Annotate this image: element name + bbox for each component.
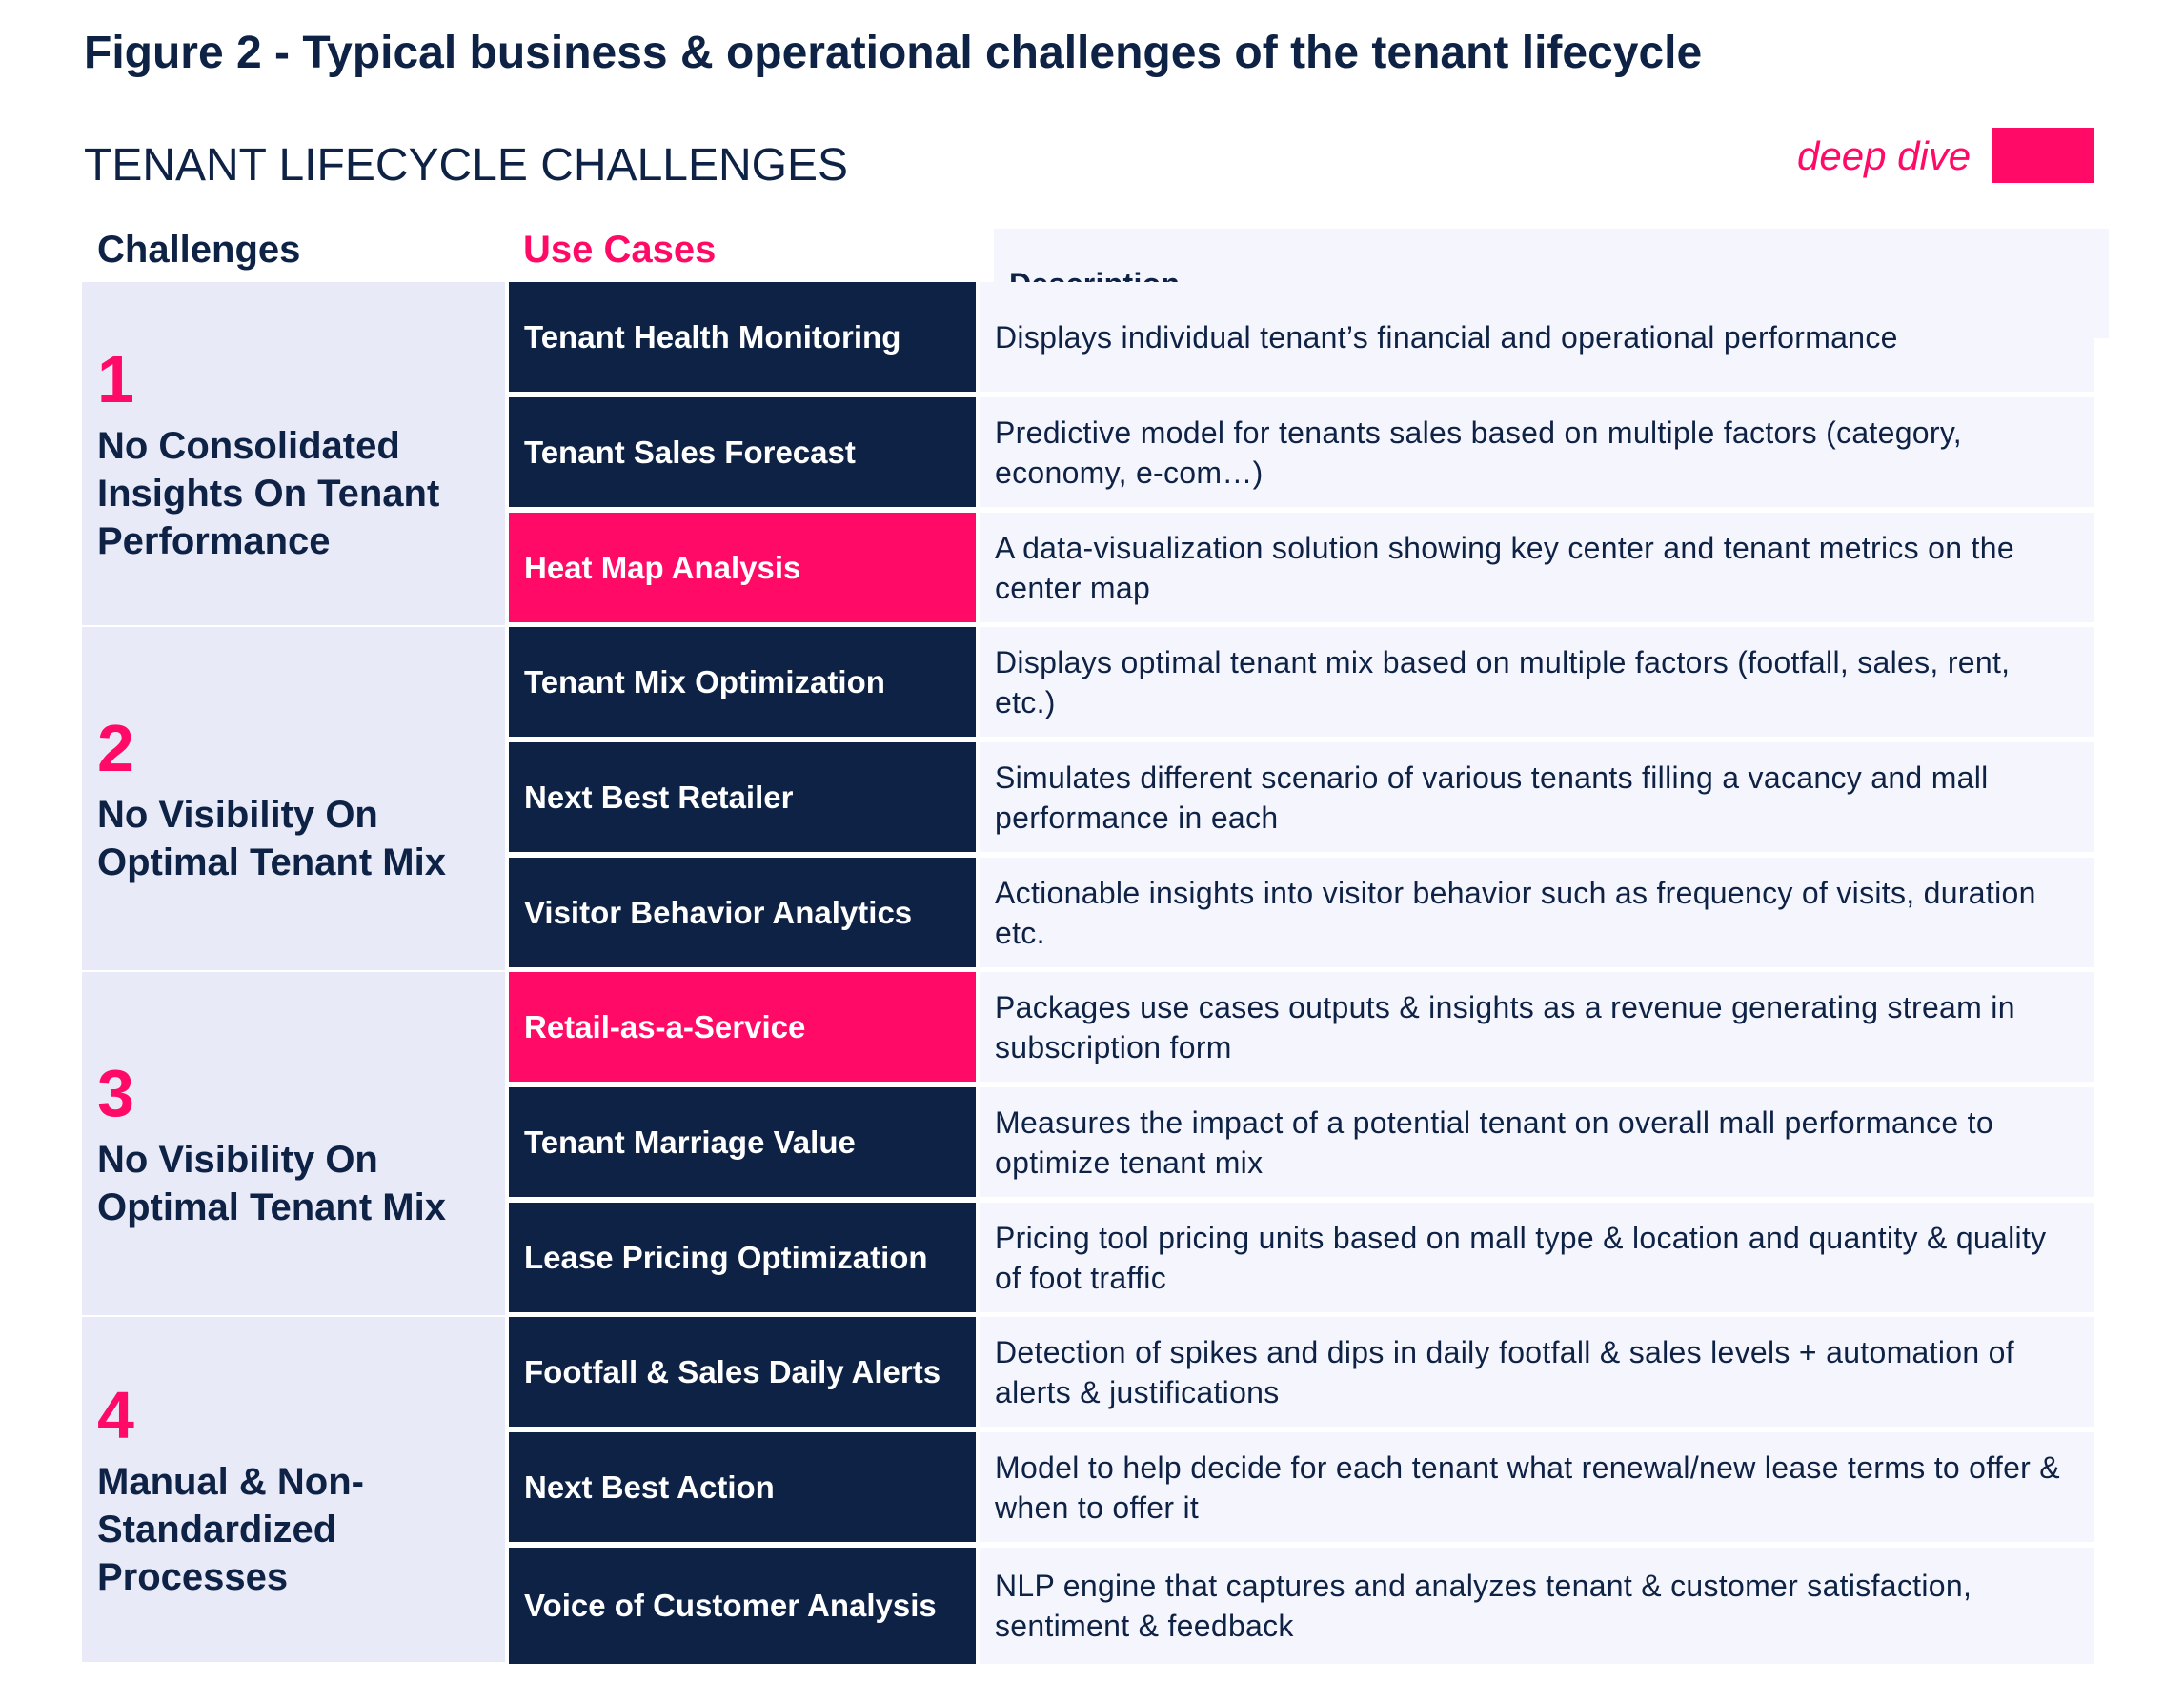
- header-challenges: Challenges: [97, 229, 300, 272]
- challenge-text: No Visibility On Optimal Tenant Mix: [97, 1136, 478, 1231]
- description-cell: Packages use cases outputs & insights as…: [980, 972, 2094, 1084]
- use-case-cell: Voice of Customer Analysis: [509, 1548, 976, 1664]
- challenge-block-4: 4 Manual & Non-Standardized Processes: [82, 1317, 505, 1664]
- use-case-cell: Footfall & Sales Daily Alerts: [509, 1317, 976, 1429]
- challenge-text: No Visibility On Optimal Tenant Mix: [97, 791, 478, 886]
- challenge-block-3: 3 No Visibility On Optimal Tenant Mix: [82, 972, 505, 1317]
- deep-dive-legend-swatch: [1992, 128, 2094, 183]
- use-case-cell: Next Best Retailer: [509, 742, 976, 855]
- challenge-number: 4: [97, 1379, 505, 1452]
- description-cell: A data-visualization solution showing ke…: [980, 513, 2094, 625]
- use-case-cell: Tenant Sales Forecast: [509, 397, 976, 510]
- use-case-cell: Next Best Action: [509, 1432, 976, 1545]
- challenge-number: 1: [97, 343, 505, 416]
- deep-dive-legend-label: deep dive: [1797, 133, 1971, 179]
- description-cell: NLP engine that captures and analyzes te…: [980, 1548, 2094, 1664]
- challenge-number: 2: [97, 712, 505, 785]
- use-case-cell: Lease Pricing Optimization: [509, 1203, 976, 1315]
- challenge-text: No Consolidated Insights On Tenant Perfo…: [97, 422, 478, 565]
- use-case-cell: Tenant Marriage Value: [509, 1087, 976, 1200]
- challenge-number: 3: [97, 1057, 505, 1130]
- use-case-cell-deep-dive: Retail-as-a-Service: [509, 972, 976, 1084]
- description-cell: Model to help decide for each tenant wha…: [980, 1432, 2094, 1545]
- description-cell: Detection of spikes and dips in daily fo…: [980, 1317, 2094, 1429]
- use-case-cell: Tenant Health Monitoring: [509, 282, 976, 395]
- challenge-block-2: 2 No Visibility On Optimal Tenant Mix: [82, 627, 505, 972]
- figure-title: Figure 2 - Typical business & operationa…: [84, 27, 1702, 79]
- description-cell: Predictive model for tenants sales based…: [980, 397, 2094, 510]
- description-cell: Measures the impact of a potential tenan…: [980, 1087, 2094, 1200]
- challenges-table: 1 No Consolidated Insights On Tenant Per…: [82, 282, 2094, 1664]
- use-case-cell: Tenant Mix Optimization: [509, 627, 976, 740]
- description-cell: Displays optimal tenant mix based on mul…: [980, 627, 2094, 740]
- use-case-cell: Visitor Behavior Analytics: [509, 858, 976, 970]
- description-cell: Simulates different scenario of various …: [980, 742, 2094, 855]
- challenge-text: Manual & Non-Standardized Processes: [97, 1458, 478, 1601]
- header-use-cases: Use Cases: [523, 229, 716, 272]
- description-cell: Pricing tool pricing units based on mall…: [980, 1203, 2094, 1315]
- section-title: TENANT LIFECYCLE CHALLENGES: [84, 139, 848, 192]
- challenge-block-1: 1 No Consolidated Insights On Tenant Per…: [82, 282, 505, 627]
- description-cell: Displays individual tenant’s financial a…: [980, 282, 2094, 395]
- description-cell: Actionable insights into visitor behavio…: [980, 858, 2094, 970]
- use-case-cell-deep-dive: Heat Map Analysis: [509, 513, 976, 625]
